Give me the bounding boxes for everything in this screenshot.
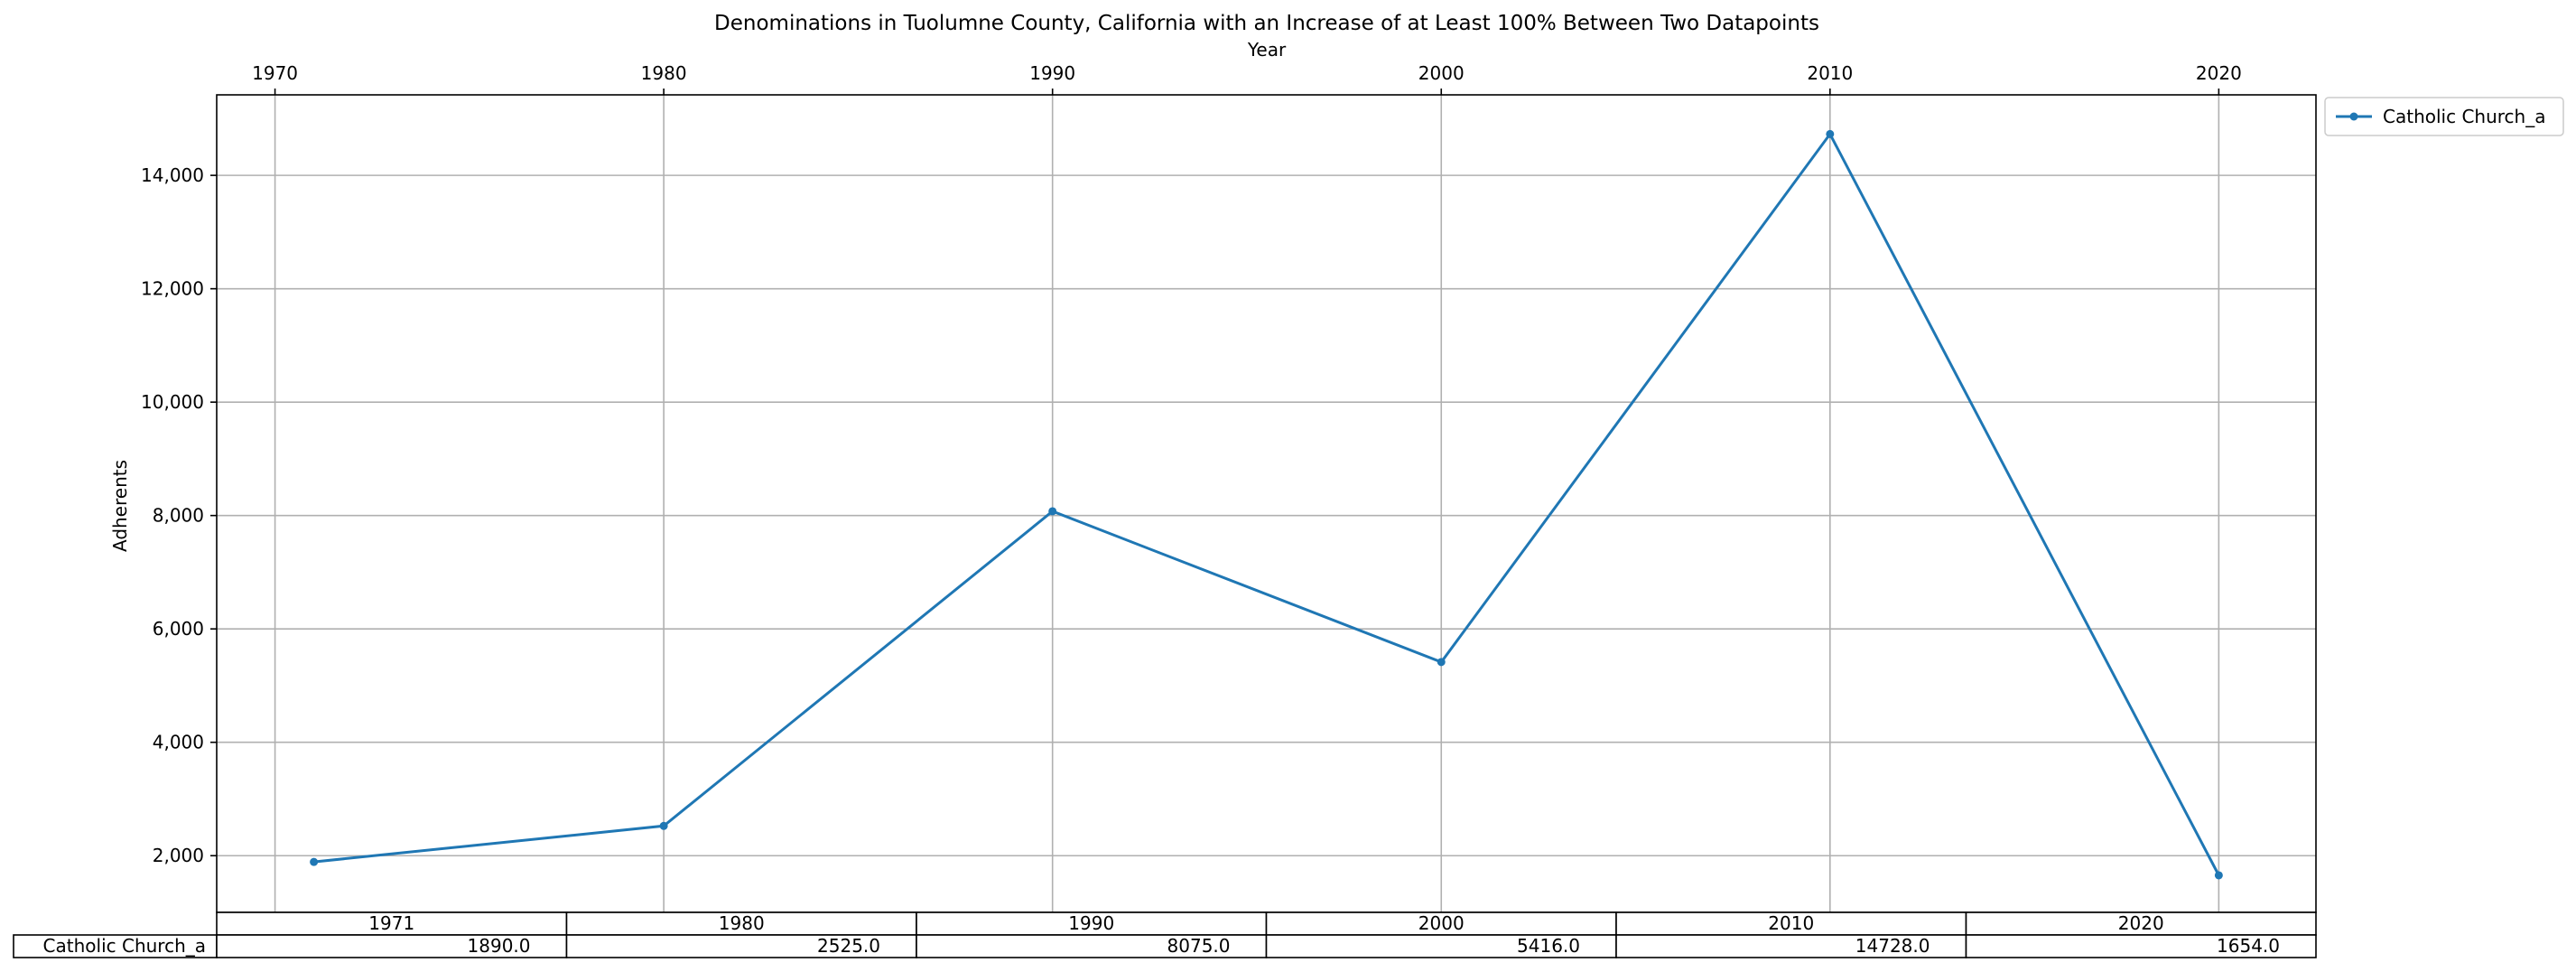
series-layer: [310, 129, 2223, 880]
y-tick-label: 14,000: [141, 164, 204, 186]
x-axis-label: Year: [1247, 39, 1287, 61]
y-tick-label: 8,000: [153, 505, 204, 527]
plot-frame: [216, 94, 2317, 913]
data-point: [659, 821, 668, 830]
y-axis-label: Adherents: [109, 460, 131, 552]
x-ticks: 1970 1980 1990 2000 2010 2020: [252, 62, 2242, 95]
data-point: [310, 857, 319, 866]
table-cell-value: 14728.0: [1855, 935, 1930, 957]
data-point: [1437, 658, 1446, 667]
data-table: 1971 1980 1990 2000 2010 2020 Catholic Church_…: [13, 911, 2317, 958]
series-line: [313, 131, 2220, 876]
table-col-label: 2000: [1418, 912, 1465, 934]
y-tick-label: 12,000: [141, 278, 204, 300]
legend-label: Catholic Church_a: [2383, 106, 2545, 127]
y-tick-label: 10,000: [141, 391, 204, 413]
x-tick-label: 1980: [641, 62, 687, 84]
legend-box: [2324, 97, 2564, 136]
x-tick-label: 1990: [1029, 62, 1075, 84]
table-cell-value: 5416.0: [1517, 935, 1580, 957]
table-cell: [1965, 934, 2317, 958]
chart-title: Denominations in Tuolumne County, Califo…: [714, 12, 1819, 35]
data-point: [1826, 129, 1835, 138]
data-point: [1048, 507, 1057, 516]
x-tick-label: 1970: [252, 62, 298, 84]
table-header-cell: [1615, 911, 1967, 936]
x-tick-label: 2020: [2196, 62, 2242, 84]
table-cell-value: 1890.0: [468, 935, 531, 957]
table-col-label: 2010: [1768, 912, 1814, 934]
table-col-label: 1971: [368, 912, 414, 934]
x-tick-label: 2010: [1807, 62, 1853, 84]
y-tick-label: 2,000: [153, 845, 204, 866]
table-row-label-cell: [13, 934, 218, 958]
table-cell: [1615, 934, 1967, 958]
y-tick-label: 4,000: [153, 732, 204, 753]
legend-marker: [2349, 112, 2358, 121]
table-col-label: 2020: [2118, 912, 2164, 934]
table-cell-value: 1654.0: [2217, 935, 2280, 957]
table-header-cell: [1265, 911, 1617, 936]
grid: [217, 95, 2316, 912]
table-header-cell: [1965, 911, 2317, 936]
data-point: [2214, 871, 2223, 880]
table-col-label: 1990: [1068, 912, 1114, 934]
legend[interactable]: Catholic Church_a: [2324, 97, 2564, 136]
table-cell-value: 8075.0: [1167, 935, 1231, 957]
x-tick-label: 2000: [1418, 62, 1465, 84]
table-row-label: Catholic Church_a: [43, 935, 206, 957]
table-cell-value: 2525.0: [817, 935, 880, 957]
y-ticks: 2,000 4,000 6,000 8,000 10,000 12,000 14,000: [141, 164, 217, 866]
table-col-label: 1980: [719, 912, 765, 934]
y-tick-label: 6,000: [153, 618, 204, 640]
